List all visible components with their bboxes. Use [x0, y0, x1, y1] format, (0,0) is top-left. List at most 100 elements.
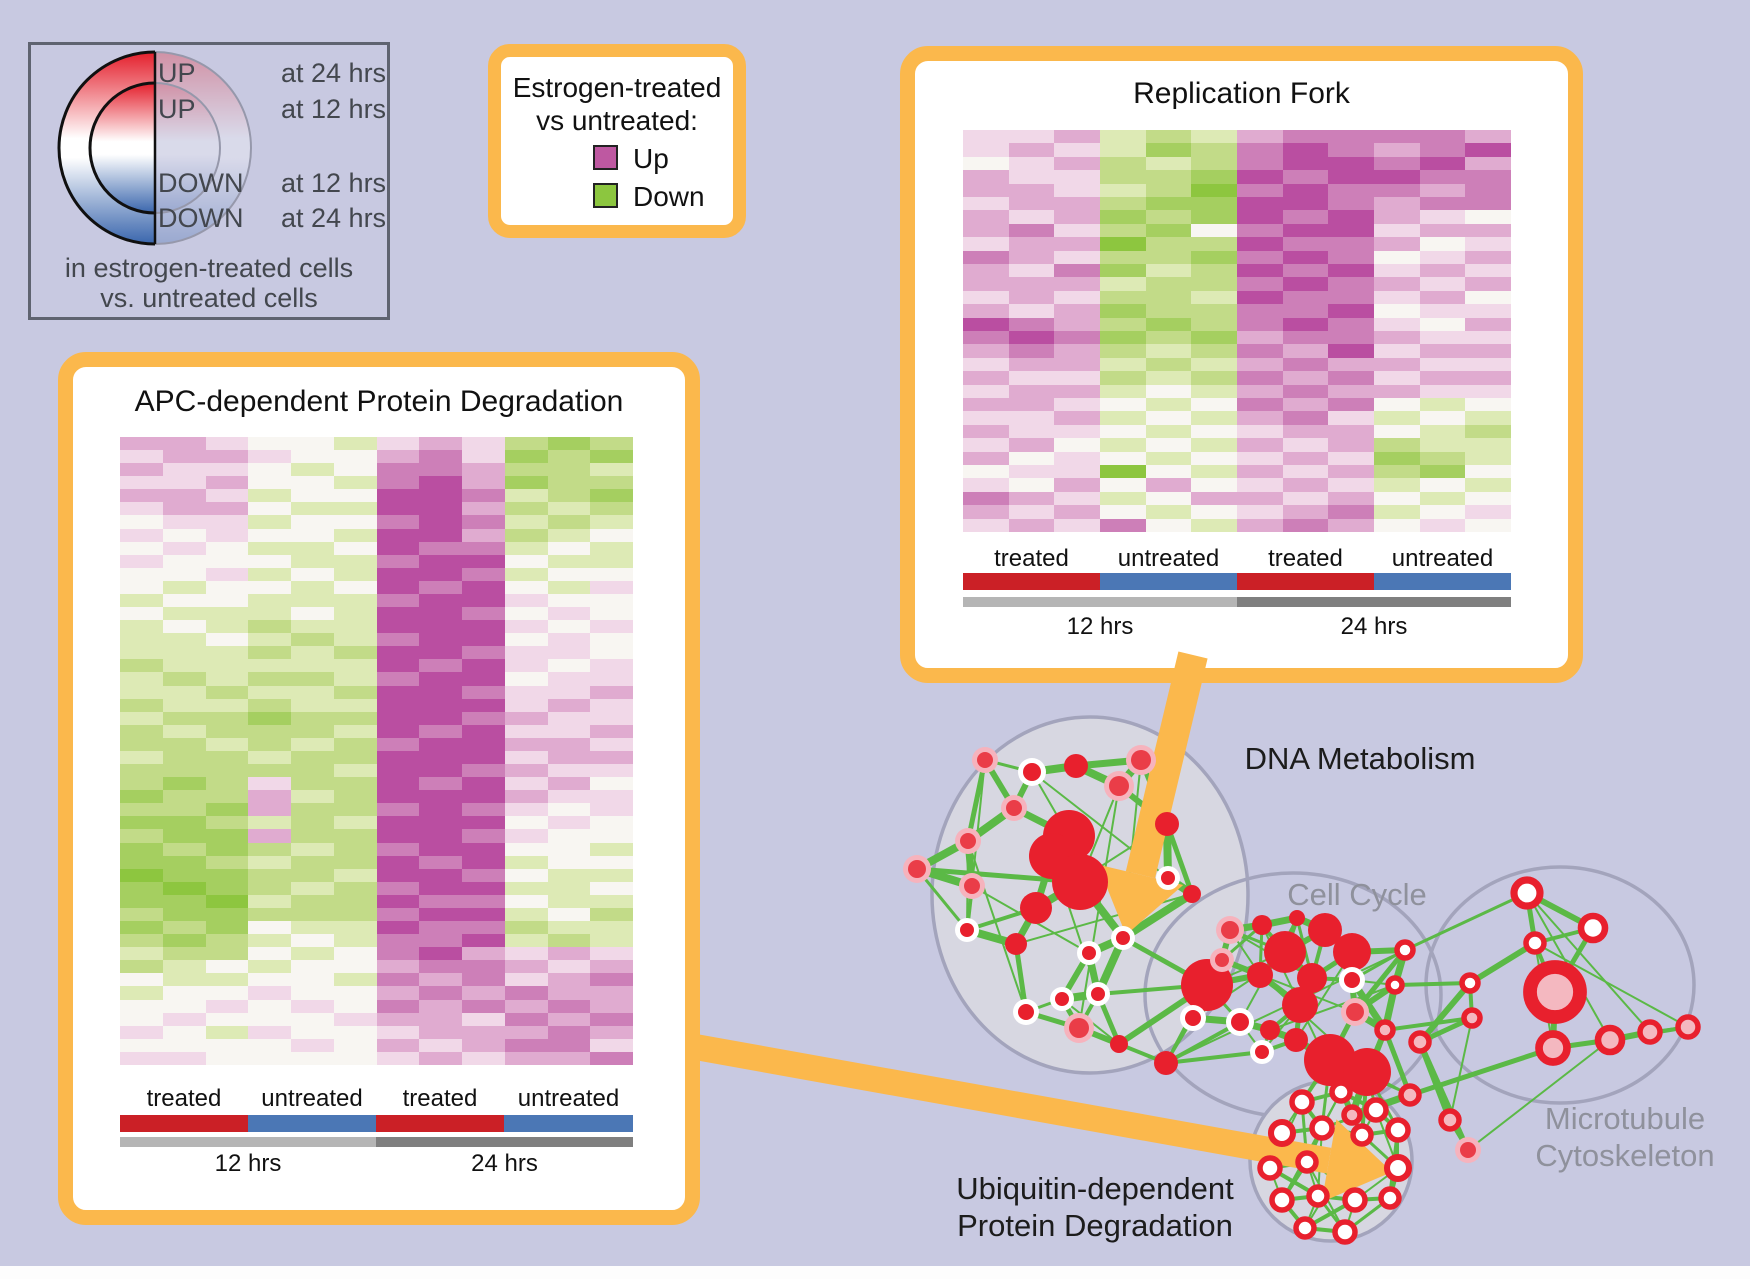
heatmap-cell — [376, 750, 420, 765]
heatmap-cell — [1008, 505, 1055, 519]
network-edge — [1295, 917, 1314, 979]
heatmap-cell — [162, 829, 206, 843]
heatmap-cell — [462, 698, 505, 712]
heatmap-cell — [162, 463, 206, 477]
network-node-halo — [959, 873, 985, 899]
heatmap-cell — [1419, 478, 1466, 492]
heatmap-cell — [462, 711, 505, 725]
network-node — [1282, 987, 1318, 1023]
heatmap-cell — [1419, 317, 1466, 331]
replication-panel-title: Replication Fork — [1133, 77, 1350, 110]
network-edge — [1384, 1016, 1473, 1032]
heatmap-cell — [462, 528, 505, 542]
heatmap-cell — [333, 907, 377, 922]
heatmap-cell — [590, 921, 633, 935]
heatmap-cell — [162, 567, 206, 581]
heatmap-cell — [419, 620, 462, 634]
network-node — [1064, 754, 1088, 778]
network-edge — [1348, 1070, 1371, 1117]
heatmap-cell — [1237, 411, 1283, 425]
heatmap-cell — [504, 790, 548, 804]
heatmap-cell — [291, 685, 334, 699]
network-edge — [1260, 1029, 1272, 1053]
heatmap-cell — [120, 855, 163, 869]
heatmap-cell — [376, 502, 420, 516]
apc-heatmap — [120, 437, 633, 1065]
heatmap-cell — [547, 528, 591, 542]
heatmap-cell — [547, 620, 591, 634]
network-edge — [1609, 1029, 1651, 1043]
heatmap-cell — [205, 829, 249, 843]
heatmap-cell — [1282, 518, 1329, 532]
network-node — [1350, 1123, 1374, 1147]
heatmap-cell — [1465, 143, 1511, 157]
heatmap-cell — [162, 986, 206, 1000]
network-edge — [1282, 949, 1315, 981]
heatmap-cell — [1282, 223, 1329, 238]
network-edge — [1448, 1118, 1470, 1152]
network-node — [1346, 1003, 1364, 1021]
network-edge — [1269, 984, 1396, 1031]
heatmap-cell — [1328, 317, 1374, 331]
heatmap-cell — [1054, 263, 1100, 278]
network-node — [1029, 833, 1075, 879]
apc-panel: APC-dependent Protein Degradation treate… — [58, 352, 700, 1225]
heatmap-cell — [205, 907, 249, 922]
heatmap-cell — [1328, 290, 1374, 305]
heatmap-cell — [120, 737, 163, 751]
network-edge — [1317, 1127, 1323, 1197]
network-edge — [1164, 984, 1209, 1064]
heatmap-cell — [162, 489, 206, 503]
heatmap-cell — [1054, 317, 1100, 331]
heatmap-cell — [333, 816, 377, 830]
heatmap-cell — [547, 502, 591, 516]
heatmap-cell — [504, 450, 548, 464]
heatmap-cell — [1374, 290, 1420, 305]
heatmap-cell — [291, 842, 334, 856]
heatmap-cell — [547, 737, 591, 751]
heatmap-cell — [590, 816, 633, 830]
heatmap-cell — [162, 450, 206, 464]
heatmap-cell — [162, 1012, 206, 1026]
heatmap-cell — [333, 607, 377, 621]
heatmap-cell — [162, 607, 206, 621]
heatmap-cell — [1054, 183, 1100, 197]
heatmap-cell — [1100, 491, 1146, 506]
heatmap-cell — [1282, 491, 1329, 506]
heatmap-cell — [1008, 250, 1055, 264]
heatmap-cell — [291, 803, 334, 817]
network-edge — [1349, 978, 1388, 1032]
heatmap-cell — [376, 685, 420, 699]
heatmap-cell — [333, 1012, 377, 1026]
heatmap-cell — [1237, 478, 1283, 492]
network-edge — [1306, 1161, 1346, 1233]
heatmap-cell — [590, 973, 633, 987]
heatmap-cell — [547, 907, 591, 922]
heatmap-cell — [162, 476, 206, 490]
heatmap-cell — [120, 450, 163, 464]
heatmap-cell — [1008, 317, 1055, 331]
heatmap-cell — [162, 999, 206, 1013]
heatmap-cell — [248, 999, 291, 1013]
heatmap-cell — [205, 528, 249, 542]
heatmap-cell — [462, 607, 505, 621]
network-edge — [1206, 951, 1286, 986]
heatmap-cell — [1282, 263, 1329, 278]
network-edge — [1025, 997, 1063, 1014]
network-edge — [1192, 984, 1208, 1019]
heatmap-cell — [1145, 290, 1192, 305]
heatmap-cell — [120, 711, 163, 725]
heatmap-cell — [1054, 518, 1100, 532]
network-node — [908, 860, 926, 878]
rep-group-label-2: untreated — [1117, 545, 1220, 572]
heatmap-cell — [333, 764, 377, 778]
heatmap-cell — [1054, 438, 1100, 452]
heatmap-cell — [205, 947, 249, 961]
heatmap-cell — [963, 304, 1009, 318]
heatmap-cell — [205, 868, 249, 882]
network-edge — [1049, 853, 1083, 885]
network-edge — [915, 837, 970, 873]
heatmap-cell — [376, 633, 420, 647]
heatmap-cell — [376, 711, 420, 725]
heatmap-cell — [1100, 196, 1146, 211]
